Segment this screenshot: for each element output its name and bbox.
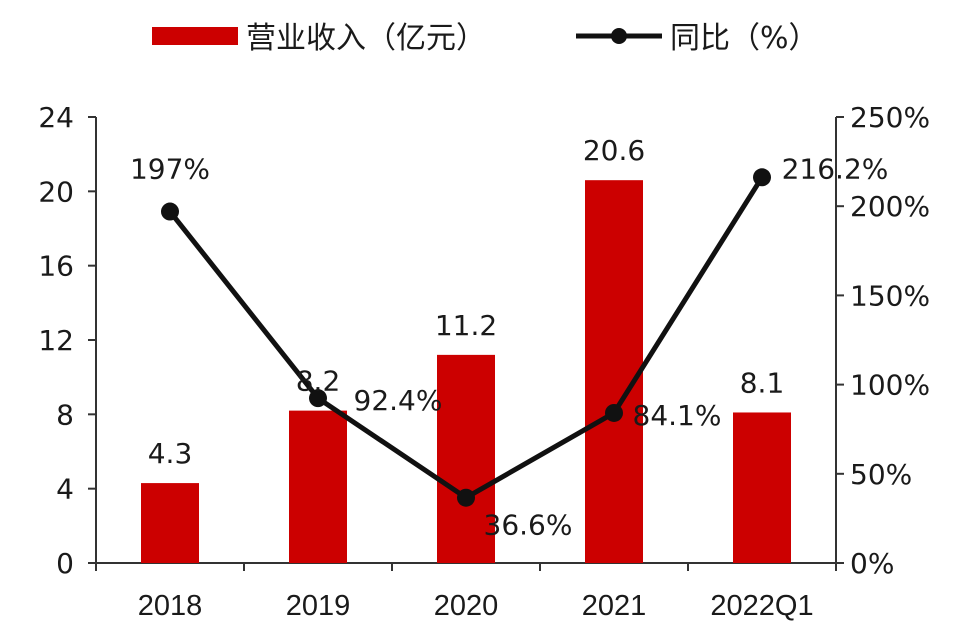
bar bbox=[289, 410, 347, 563]
right-axis-tick-label: 0% bbox=[850, 547, 894, 580]
legend-label-revenue: 营业收入（亿元） bbox=[246, 21, 486, 56]
left-axis-tick-label: 4 bbox=[56, 473, 74, 506]
x-axis-tick-label: 2020 bbox=[434, 590, 499, 622]
plot-area: 0 4 8 12 16 20 24 0% 50% 100% 150% 200% 250% 2018 2019… bbox=[38, 101, 930, 622]
legend-label-yoy: 同比（%） bbox=[670, 21, 819, 56]
yoy-data-label: 36.6% bbox=[484, 509, 573, 542]
yoy-marker bbox=[457, 488, 475, 507]
left-axis-tick-label: 24 bbox=[38, 101, 74, 134]
yoy-data-label: 84.1% bbox=[633, 399, 722, 432]
left-axis-tick-label: 0 bbox=[56, 547, 74, 580]
x-axis-tick-label: 2018 bbox=[138, 590, 203, 622]
yoy-marker bbox=[161, 202, 179, 221]
bar-data-label: 20.6 bbox=[583, 134, 645, 167]
yoy-marker bbox=[605, 403, 623, 422]
right-axis-tick-label: 200% bbox=[850, 190, 930, 223]
legend-swatch-yoy-marker bbox=[611, 28, 627, 44]
right-axis-tick-label: 50% bbox=[850, 458, 912, 491]
bar bbox=[437, 354, 495, 563]
bar-data-label: 8.2 bbox=[296, 365, 341, 398]
bar bbox=[585, 180, 643, 563]
legend-swatch-revenue bbox=[152, 27, 238, 45]
left-axis-tick-label: 12 bbox=[38, 324, 74, 357]
legend: 营业收入（亿元） 同比（%） bbox=[152, 21, 819, 56]
right-axis-tick-label: 100% bbox=[850, 369, 930, 402]
bar-data-label: 8.1 bbox=[740, 366, 785, 399]
yoy-data-label: 197% bbox=[130, 153, 210, 186]
left-axis-tick-label: 8 bbox=[56, 398, 74, 431]
x-axis-tick-label: 2021 bbox=[582, 590, 647, 622]
x-axis-tick-label: 2019 bbox=[286, 590, 351, 622]
bar-data-label: 11.2 bbox=[435, 309, 497, 342]
x-axis-tick-label: 2022Q1 bbox=[710, 590, 813, 622]
bar-data-label: 4.3 bbox=[148, 437, 193, 470]
right-axis-tick-label: 250% bbox=[850, 101, 930, 134]
bar bbox=[141, 483, 199, 563]
bar bbox=[733, 412, 791, 563]
yoy-data-label: 216.2% bbox=[782, 152, 889, 185]
right-axis-tick-label: 150% bbox=[850, 279, 930, 312]
yoy-marker bbox=[309, 389, 327, 408]
left-axis-tick-label: 16 bbox=[38, 250, 74, 283]
yoy-data-label: 92.4% bbox=[354, 384, 443, 417]
yoy-marker bbox=[753, 168, 771, 187]
left-axis-tick-label: 20 bbox=[38, 175, 74, 208]
